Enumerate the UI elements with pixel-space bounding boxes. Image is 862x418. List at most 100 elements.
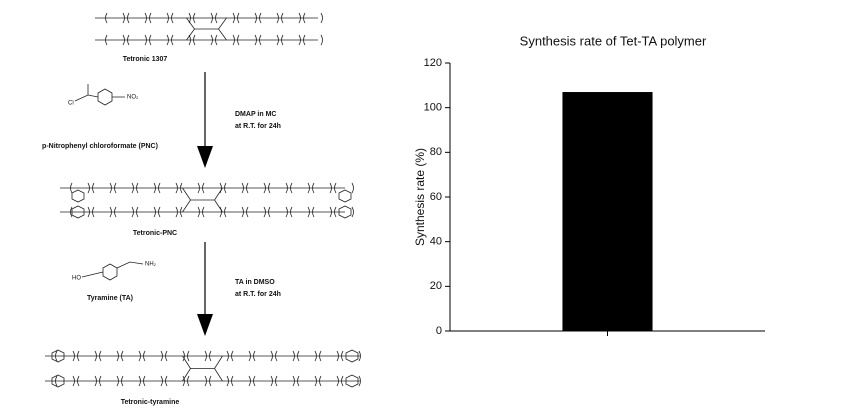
repeat-bracket — [215, 12, 235, 24]
benzene-ring — [102, 263, 118, 281]
benzene-ring — [71, 205, 85, 219]
repeat-bracket — [114, 182, 134, 194]
repeat-bracket — [290, 206, 310, 218]
repeat-bracket — [303, 34, 323, 46]
repeat-bracket — [224, 206, 244, 218]
repeat-bracket — [114, 206, 134, 218]
repeat-bracket — [180, 182, 200, 194]
repeat-bracket — [215, 34, 235, 46]
repeat-bracket — [209, 350, 229, 362]
repeat-bracket — [297, 350, 317, 362]
repeat-bracket — [136, 206, 156, 218]
repeat-bracket — [127, 12, 147, 24]
repeat-bracket — [253, 350, 273, 362]
benzene-ring — [97, 88, 113, 106]
compound-label: Tetronic 1307 — [123, 56, 168, 63]
repeat-bracket — [165, 350, 185, 362]
benzene-ring — [345, 349, 359, 363]
y-tick-label: 100 — [424, 102, 442, 114]
repeat-bracket — [105, 12, 125, 24]
y-tick-label: 20 — [430, 280, 442, 292]
condition: at R.T. for 24h — [235, 123, 281, 130]
benzene-ring — [338, 189, 352, 203]
repeat-bracket — [55, 350, 75, 362]
repeat-bracket — [275, 375, 295, 387]
repeat-bracket — [237, 12, 257, 24]
arrowhead — [197, 146, 213, 168]
repeat-bracket — [312, 182, 332, 194]
repeat-bracket — [92, 182, 112, 194]
repeat-bracket — [303, 12, 323, 24]
repeat-bracket — [193, 34, 213, 46]
repeat-bracket — [121, 375, 141, 387]
repeat-bracket — [297, 375, 317, 387]
atom-label: Cl — [68, 101, 74, 107]
atom-label: NH₂ — [145, 262, 157, 268]
benzene-ring — [345, 374, 359, 388]
repeat-bracket — [202, 182, 222, 194]
compound-label: Tyramine (TA) — [87, 295, 133, 302]
repeat-bracket — [319, 375, 339, 387]
repeat-bracket — [341, 375, 361, 387]
scheme: Cl NO₂ HO NH₂ Tetronic 1307 p-Nitropheny… — [42, 12, 361, 406]
atom-label: NO₂ — [127, 95, 139, 101]
repeat-bracket — [268, 206, 288, 218]
repeat-bracket — [312, 206, 332, 218]
repeat-bracket — [281, 34, 301, 46]
compound-label: Tetronic-tyramine — [121, 399, 180, 406]
y-axis-label: Synthesis rate (%) — [413, 148, 427, 246]
repeat-bracket — [275, 350, 295, 362]
repeat-bracket — [105, 34, 125, 46]
repeat-bracket — [121, 350, 141, 362]
y-tick-label: 0 — [436, 325, 442, 337]
repeat-bracket — [99, 350, 119, 362]
atom-label: HO — [72, 276, 81, 282]
repeat-bracket — [334, 206, 354, 218]
arrowhead — [197, 314, 213, 336]
condition: TA in DMSO — [235, 279, 275, 286]
repeat-bracket — [149, 12, 169, 24]
chart: Synthesis rate of Tet-TA polymer Synthes… — [413, 33, 765, 337]
benzene-ring — [338, 205, 352, 219]
benzene-ring — [71, 189, 85, 203]
compound-label: p-Nitrophenyl chloroformate (PNC) — [42, 143, 158, 150]
repeat-bracket — [158, 182, 178, 194]
repeat-bracket — [193, 12, 213, 24]
bond — [74, 84, 125, 102]
repeat-bracket — [341, 350, 361, 362]
repeat-bracket — [224, 182, 244, 194]
repeat-bracket — [70, 206, 90, 218]
condition: at R.T. for 24h — [235, 291, 281, 298]
y-tick-label: 120 — [424, 57, 442, 69]
repeat-bracket — [334, 182, 354, 194]
repeat-bracket — [319, 350, 339, 362]
core — [186, 17, 227, 41]
y-tick-label: 80 — [430, 146, 442, 158]
repeat-bracket — [77, 375, 97, 387]
repeat-bracket — [143, 375, 163, 387]
repeat-bracket — [92, 206, 112, 218]
repeat-bracket — [281, 12, 301, 24]
y-tick-label: 60 — [430, 191, 442, 203]
bond — [81, 261, 144, 278]
repeat-bracket — [187, 350, 207, 362]
repeat-bracket — [55, 375, 75, 387]
repeat-bracket — [246, 206, 266, 218]
repeat-bracket — [99, 375, 119, 387]
repeat-bracket — [187, 375, 207, 387]
repeat-bracket — [202, 206, 222, 218]
benzene-ring — [51, 374, 65, 388]
repeat-bracket — [77, 350, 97, 362]
core — [182, 187, 223, 213]
repeat-bracket — [268, 182, 288, 194]
repeat-bracket — [127, 34, 147, 46]
bar — [562, 92, 653, 332]
repeat-bracket — [149, 34, 169, 46]
repeat-bracket — [143, 350, 163, 362]
repeat-bracket — [70, 182, 90, 194]
repeat-bracket — [136, 182, 156, 194]
repeat-bracket — [237, 34, 257, 46]
core — [182, 355, 223, 382]
repeat-bracket — [246, 182, 266, 194]
